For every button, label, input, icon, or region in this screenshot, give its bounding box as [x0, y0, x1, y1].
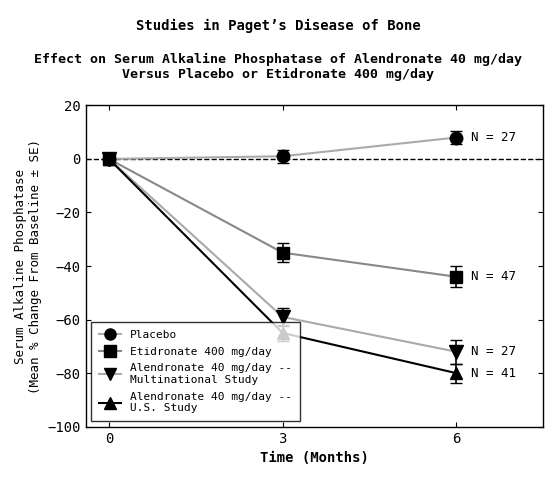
- Text: Effect on Serum Alkaline Phosphatase of Alendronate 40 mg/day
Versus Placebo or : Effect on Serum Alkaline Phosphatase of …: [35, 53, 522, 81]
- Y-axis label: Serum Alkaline Phosphatase
(Mean % Change From Baseline ± SE): Serum Alkaline Phosphatase (Mean % Chang…: [14, 138, 42, 394]
- X-axis label: Time (Months): Time (Months): [260, 451, 369, 465]
- Text: Studies in Paget’s Disease of Bone: Studies in Paget’s Disease of Bone: [136, 19, 421, 34]
- Text: N = 27: N = 27: [471, 131, 516, 144]
- Text: N = 27: N = 27: [471, 345, 516, 358]
- Legend: Placebo, Etidronate 400 mg/day, Alendronate 40 mg/day --
Multinational Study, Al: Placebo, Etidronate 400 mg/day, Alendron…: [91, 322, 300, 421]
- Text: N = 41: N = 41: [471, 366, 516, 380]
- Text: N = 47: N = 47: [471, 270, 516, 283]
